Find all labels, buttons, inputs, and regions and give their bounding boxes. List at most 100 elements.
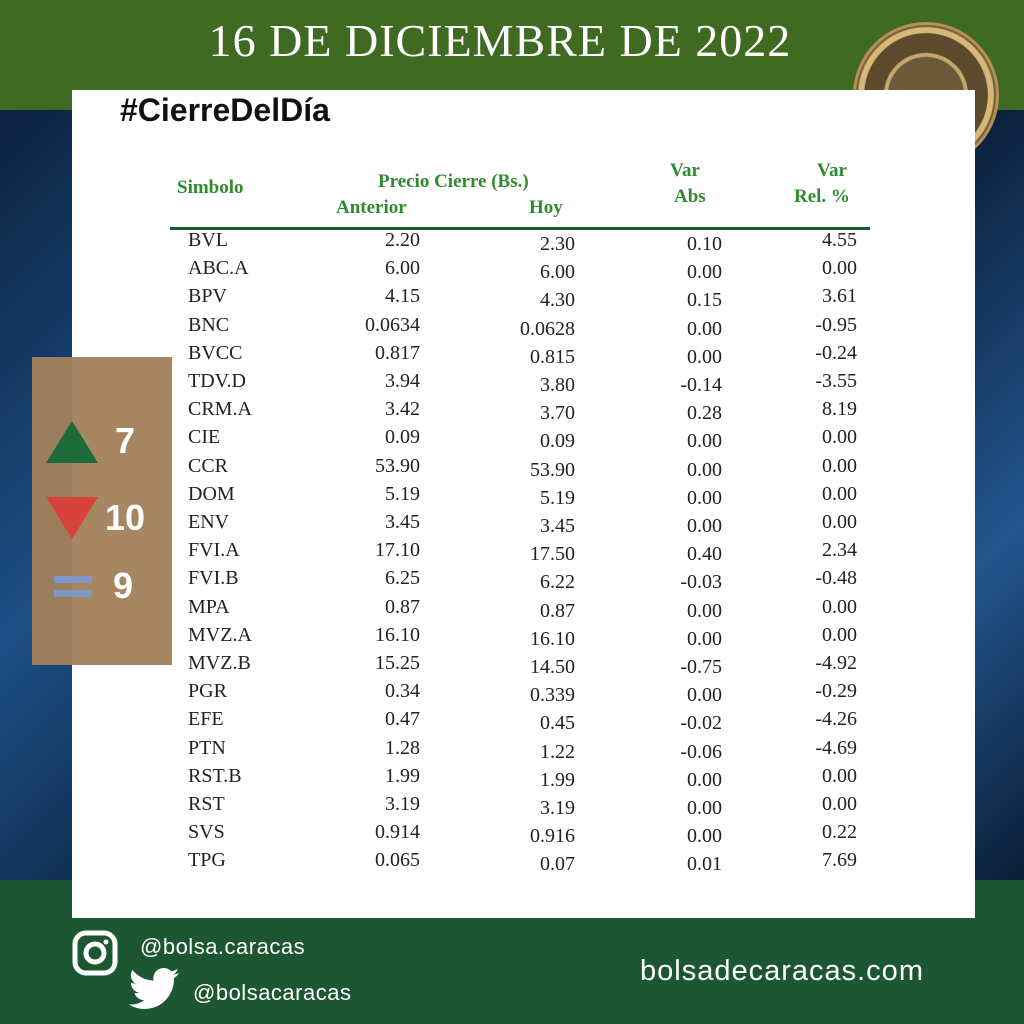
cell-abs: 0.00 (687, 684, 722, 707)
cell-today: 53.90 (530, 458, 575, 481)
header-rel: Rel. % (794, 186, 850, 207)
cell-prev: 6.25 (385, 567, 420, 590)
header-var-rel: Var (817, 160, 847, 181)
cell-abs: -0.06 (680, 740, 722, 763)
twitter-icon[interactable] (128, 968, 180, 1010)
cell-rel: 8.19 (822, 398, 857, 421)
cell-symbol: FVI.B (188, 567, 239, 590)
cell-abs: 0.00 (687, 261, 722, 284)
cell-rel: -0.95 (815, 313, 857, 336)
cell-prev: 17.10 (375, 539, 420, 562)
header-prev: Anterior (336, 197, 407, 218)
cell-symbol: SVS (188, 821, 225, 844)
cell-today: 0.339 (530, 684, 575, 707)
cell-rel: 0.00 (822, 764, 857, 787)
cell-abs: 0.15 (687, 289, 722, 312)
cell-symbol: BVL (188, 229, 228, 251)
cell-prev: 6.00 (385, 257, 420, 280)
cell-today: 1.22 (540, 740, 575, 763)
cell-abs: -0.14 (680, 374, 722, 396)
cell-abs: 0.00 (687, 317, 722, 340)
hashtag: #CierreDelDía (120, 92, 330, 128)
cell-prev: 15.25 (375, 652, 420, 674)
cell-prev: 1.99 (385, 764, 420, 787)
cell-prev: 16.10 (375, 623, 420, 646)
cell-rel: -0.24 (815, 341, 857, 364)
cell-rel: 2.34 (822, 539, 857, 562)
cell-rel: 0.22 (822, 821, 857, 844)
cell-prev: 4.15 (385, 285, 420, 308)
cell-prev: 3.42 (385, 398, 420, 421)
cell-today: 1.99 (540, 768, 575, 791)
cell-today: 0.09 (540, 430, 575, 453)
cell-symbol: CCR (188, 454, 229, 477)
cell-abs: 0.00 (687, 825, 722, 848)
cell-symbol: TDV.D (188, 370, 246, 392)
cell-rel: 0.00 (822, 426, 857, 449)
cell-abs: 0.00 (687, 430, 722, 453)
cell-abs: 0.00 (687, 768, 722, 791)
cell-today: 4.30 (540, 289, 575, 312)
cell-symbol: BPV (188, 285, 227, 308)
cell-prev: 0.914 (375, 821, 420, 844)
cell-today: 14.50 (530, 656, 575, 678)
cell-abs: 0.00 (687, 599, 722, 622)
page-title: 16 DE DICIEMBRE DE 2022 (208, 15, 792, 66)
cell-today: 3.70 (540, 402, 575, 425)
equal-icon (54, 576, 92, 597)
cell-prev: 2.20 (385, 229, 420, 251)
cell-abs: 0.00 (687, 486, 722, 509)
cell-rel: 4.55 (822, 229, 857, 251)
cell-today: 3.80 (540, 374, 575, 396)
instagram-handle[interactable]: @bolsa.caracas (140, 934, 306, 959)
cell-rel: 3.61 (822, 285, 857, 308)
cell-rel: 0.00 (822, 793, 857, 815)
twitter-handle[interactable]: @bolsacaracas (193, 980, 352, 1005)
cell-abs: 0.28 (687, 402, 722, 425)
header-var-abs: Var (670, 160, 700, 181)
cell-abs: 0.00 (687, 515, 722, 537)
cell-abs: 0.00 (687, 627, 722, 650)
header-today: Hoy (529, 197, 563, 218)
cell-rel: 0.00 (822, 454, 857, 477)
cell-symbol: MVZ.B (188, 652, 251, 674)
cell-symbol: MPA (188, 595, 230, 618)
cell-abs: -0.02 (680, 712, 722, 735)
cell-today: 0.0628 (520, 317, 575, 340)
cell-abs: 0.40 (687, 543, 722, 566)
cell-today: 0.87 (540, 599, 575, 622)
cell-today: 16.10 (530, 627, 575, 650)
cell-abs: -0.75 (680, 656, 722, 678)
cell-symbol: RST.B (188, 764, 242, 787)
cell-prev: 0.09 (385, 426, 420, 449)
cell-abs: 0.00 (687, 797, 722, 819)
cell-today: 6.00 (540, 261, 575, 284)
cell-abs: 0.00 (687, 345, 722, 368)
website-link[interactable]: bolsadecaracas.com (640, 955, 924, 987)
cell-today: 0.815 (530, 345, 575, 368)
cell-today: 0.07 (540, 853, 575, 876)
cell-prev: 5.19 (385, 482, 420, 505)
cell-prev: 53.90 (375, 454, 420, 477)
cell-symbol: CRM.A (188, 398, 252, 421)
cell-prev: 0.87 (385, 595, 420, 618)
cell-today: 17.50 (530, 543, 575, 566)
cell-symbol: RST (188, 793, 225, 815)
down-triangle-icon (46, 497, 98, 539)
cell-abs: 0.00 (687, 458, 722, 481)
header-abs: Abs (674, 186, 706, 207)
cell-prev: 0.0634 (365, 313, 420, 336)
cell-today: 0.45 (540, 712, 575, 735)
cell-symbol: PGR (188, 680, 227, 703)
cell-today: 3.19 (540, 797, 575, 819)
instagram-icon[interactable] (72, 930, 118, 976)
cell-rel: -4.69 (815, 736, 857, 759)
up-count: 7 (115, 420, 136, 461)
cell-rel: 0.00 (822, 623, 857, 646)
cell-symbol: EFE (188, 708, 224, 731)
cell-symbol: BNC (188, 313, 230, 336)
cell-rel: 7.69 (822, 849, 857, 872)
cell-today: 6.22 (540, 571, 575, 594)
cell-prev: 3.19 (385, 793, 420, 815)
header-rule (170, 227, 870, 230)
